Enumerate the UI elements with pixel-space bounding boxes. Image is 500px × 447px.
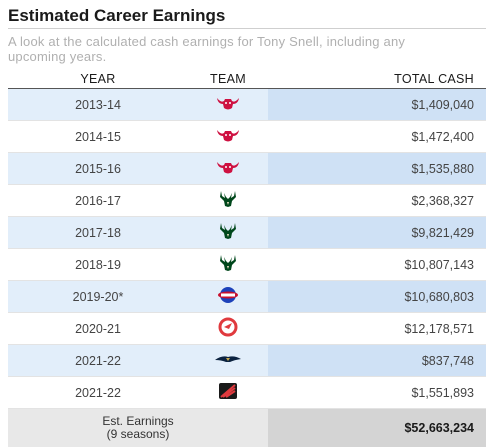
total-label-line2: (9 seasons) <box>8 428 268 441</box>
row-total-cash: $1,409,040 <box>268 89 486 121</box>
row-total-cash: $10,807,143 <box>268 249 486 281</box>
table-row: 2013-14 $1,409,040 <box>8 89 486 121</box>
row-year: 2013-14 <box>8 89 188 121</box>
row-team <box>188 377 268 409</box>
widget-subtitle: A look at the calculated cash earnings f… <box>8 34 438 64</box>
row-team <box>188 153 268 185</box>
row-total-cash: $10,680,803 <box>268 281 486 313</box>
table-row: 2018-19 $10,807,143 <box>8 249 486 281</box>
row-total-cash: $12,178,571 <box>268 313 486 345</box>
bucks-logo-icon <box>218 222 238 243</box>
table-row: 2014-15 $1,472,400 <box>8 121 486 153</box>
row-team <box>188 313 268 345</box>
row-team <box>188 89 268 121</box>
row-team <box>188 185 268 217</box>
row-year: 2021-22 <box>8 377 188 409</box>
table-row: 2015-16 $1,535,880 <box>8 153 486 185</box>
table-row: 2020-21 $12,178,571 <box>8 313 486 345</box>
row-team <box>188 121 268 153</box>
blazers-logo-icon <box>217 381 239 404</box>
table-header-row: YEAR TEAM TOTAL CASH <box>8 70 486 89</box>
row-year: 2016-17 <box>8 185 188 217</box>
row-year: 2020-21 <box>8 313 188 345</box>
pelicans-logo-icon <box>214 353 242 368</box>
bucks-logo-icon <box>218 190 238 211</box>
row-year: 2018-19 <box>8 249 188 281</box>
row-team <box>188 249 268 281</box>
row-year: 2021-22 <box>8 345 188 377</box>
column-header-team: TEAM <box>188 70 268 89</box>
row-total-cash: $9,821,429 <box>268 217 486 249</box>
widget-title: Estimated Career Earnings <box>8 0 498 28</box>
column-header-total-cash: TOTAL CASH <box>268 70 486 89</box>
table-row: 2019-20* $10,680,803 <box>8 281 486 313</box>
bucks-logo-icon <box>218 254 238 275</box>
pistons-logo-icon <box>216 286 240 307</box>
earnings-widget: Estimated Career Earnings A look at the … <box>8 0 498 440</box>
row-total-cash: $1,472,400 <box>268 121 486 153</box>
table-row: 2021-22 $837,748 <box>8 345 486 377</box>
title-divider <box>8 28 486 29</box>
total-row: Est. Earnings (9 seasons) $52,663,234 <box>8 409 486 447</box>
bulls-logo-icon <box>215 127 241 146</box>
row-year: 2015-16 <box>8 153 188 185</box>
row-team <box>188 345 268 377</box>
row-total-cash: $1,535,880 <box>268 153 486 185</box>
row-total-cash: $1,551,893 <box>268 377 486 409</box>
total-label: Est. Earnings (9 seasons) <box>8 409 268 447</box>
row-year: 2019-20* <box>8 281 188 313</box>
row-total-cash: $837,748 <box>268 345 486 377</box>
table-row: 2021-22 $1,551,893 <box>8 377 486 409</box>
row-team <box>188 281 268 313</box>
table-row: 2017-18 $9,821,429 <box>8 217 486 249</box>
bulls-logo-icon <box>215 95 241 114</box>
column-header-year: YEAR <box>8 70 188 89</box>
bulls-logo-icon <box>215 159 241 178</box>
row-year: 2014-15 <box>8 121 188 153</box>
row-team <box>188 217 268 249</box>
hawks-logo-icon <box>217 317 239 340</box>
table-row: 2016-17 $2,368,327 <box>8 185 486 217</box>
row-total-cash: $2,368,327 <box>268 185 486 217</box>
total-cash: $52,663,234 <box>268 409 486 447</box>
row-year: 2017-18 <box>8 217 188 249</box>
